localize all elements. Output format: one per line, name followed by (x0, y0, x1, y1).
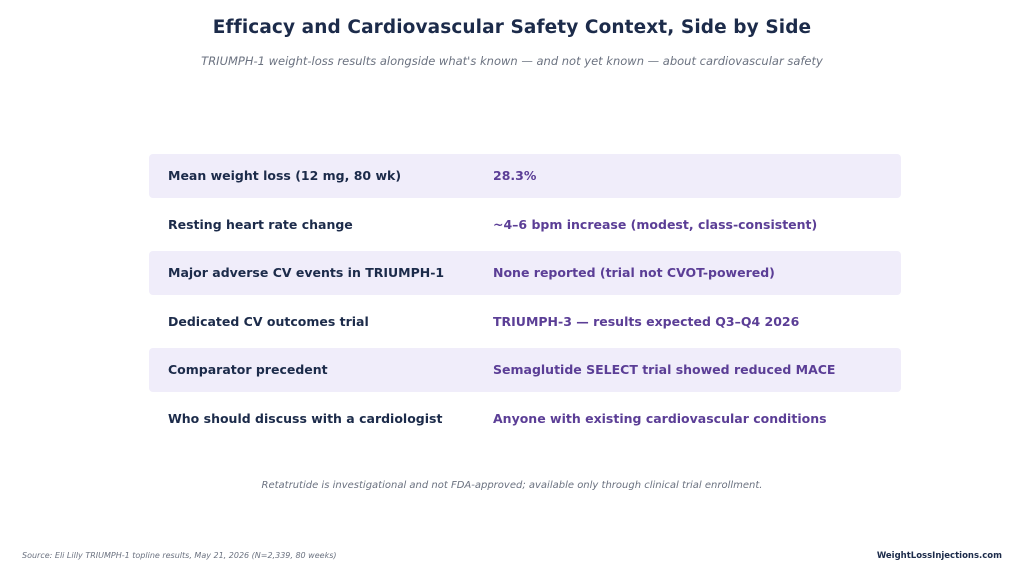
page-subtitle: TRIUMPH-1 weight-loss results alongside … (201, 54, 823, 68)
page-title: Efficacy and Cardiovascular Safety Conte… (212, 17, 812, 38)
source-citation: Source: Eli Lilly TRIUMPH-1 topline resu… (22, 551, 337, 560)
row-value: 28.3% (493, 168, 537, 183)
table-row: Comparator precedent Semaglutide SELECT … (149, 348, 901, 393)
table-row: Major adverse CV events in TRIUMPH-1 Non… (149, 251, 901, 296)
row-value: Semaglutide SELECT trial showed reduced … (493, 362, 836, 378)
row-label: Resting heart rate change (168, 216, 353, 232)
comparison-table: Mean weight loss (12 mg, 80 wk) 28.3% Re… (149, 154, 901, 446)
table-row: Dedicated CV outcomes trial TRIUMPH-3 — … (149, 300, 901, 344)
row-label: Who should discuss with a cardiologist (168, 410, 443, 426)
row-value: Anyone with existing cardiovascular cond… (493, 410, 827, 426)
row-label: Dedicated CV outcomes trial (168, 313, 369, 329)
row-value: ~4–6 bpm increase (modest, class-consist… (493, 216, 818, 232)
row-value: None reported (trial not CVOT-powered) (493, 265, 775, 281)
table-row: Mean weight loss (12 mg, 80 wk) 28.3% (149, 154, 901, 198)
table-row: Who should discuss with a cardiologist A… (149, 397, 901, 441)
row-label: Major adverse CV events in TRIUMPH-1 (168, 265, 445, 281)
brand-name: WeightLossInjections.com (876, 551, 1002, 561)
row-label: Comparator precedent (168, 362, 328, 378)
row-value: TRIUMPH-3 — results expected Q3–Q4 2026 (493, 313, 800, 329)
disclaimer-note: Retatrutide is investigational and not F… (261, 480, 763, 491)
table-row: Resting heart rate change ~4–6 bpm incre… (149, 203, 901, 247)
row-label: Mean weight loss (12 mg, 80 wk) (168, 168, 402, 183)
